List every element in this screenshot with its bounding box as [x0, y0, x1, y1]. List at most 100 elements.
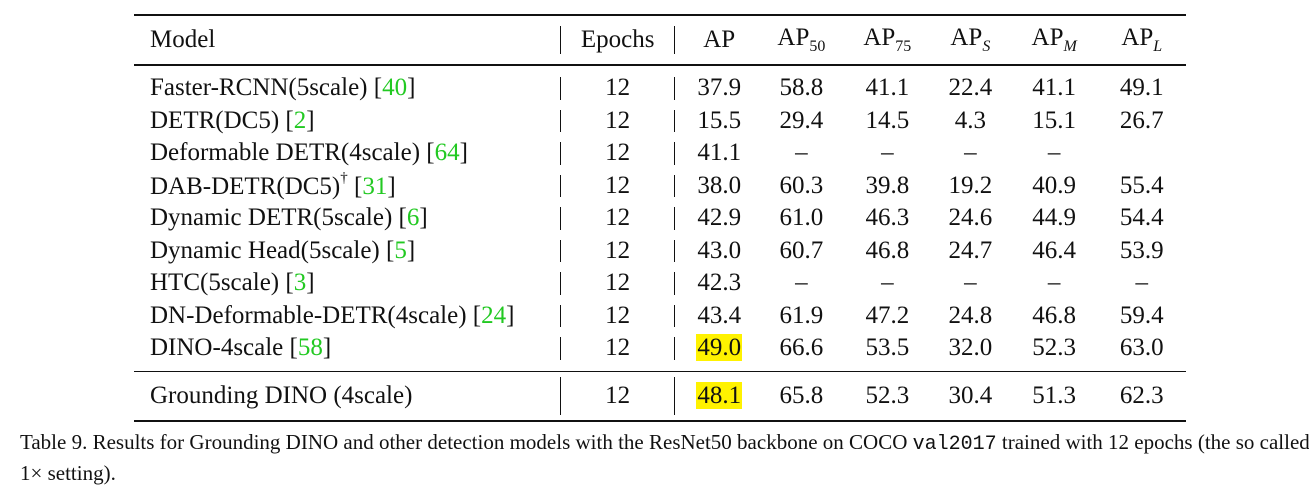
column-separator	[669, 332, 680, 365]
apm-cell: 41.1	[1032, 74, 1077, 102]
model-name: Dynamic Head(5scale)	[150, 236, 380, 264]
model-name: DINO-4scale	[150, 334, 284, 362]
epochs-cell: 12	[605, 139, 631, 167]
model-name: Deformable DETR(4scale)	[150, 139, 421, 167]
apl-cell	[1098, 137, 1187, 170]
model-name-cell: HTC(5scale) [3]	[150, 269, 315, 297]
model-name: Dynamic DETR(5scale)	[150, 204, 393, 232]
citation-link[interactable]: 3	[293, 269, 307, 297]
spacer-cell	[1011, 65, 1098, 72]
spacer-row	[134, 65, 1186, 72]
table-header-row: Model Epochs AP AP50 AP75 APS APM APL	[134, 15, 1186, 65]
citation-link[interactable]: 31	[362, 173, 388, 201]
ap75-cell: 47.2	[865, 301, 910, 329]
ap75-cell: 52.3	[865, 381, 910, 409]
model-name: DN-Deformable-DETR(4scale)	[150, 301, 467, 329]
apm-cell: 46.8	[1032, 301, 1077, 329]
apm-cell: 51.3	[1032, 381, 1077, 409]
table-row: DINO-4scale [58] 12 49.0 66.6 53.5 32.0 52.3 63…	[134, 332, 1186, 365]
column-separator	[669, 15, 680, 65]
model-name-cell: Dynamic Head(5scale) [5]	[150, 236, 416, 264]
model-name: Faster-RCNN(5scale)	[150, 74, 368, 102]
citation-link[interactable]: 6	[406, 204, 420, 232]
apm-cell: 44.9	[1032, 204, 1077, 232]
spacer-cell	[566, 65, 670, 72]
header-ap: AP	[703, 26, 736, 53]
ap75-cell: 46.3	[865, 204, 910, 232]
citation-link[interactable]: 2	[293, 106, 307, 134]
epochs-cell: 12	[605, 236, 631, 264]
model-name: Grounding DINO (4scale)	[150, 381, 413, 409]
apm-cell: 46.4	[1032, 236, 1077, 264]
spacer-cell	[681, 65, 758, 72]
ap-cell: 41.1	[697, 139, 742, 167]
caption-code: val2017	[912, 433, 997, 456]
header-ap50: AP50	[777, 24, 826, 55]
citation-link[interactable]: 24	[481, 301, 507, 329]
epochs-cell: 12	[605, 106, 631, 134]
citation-link[interactable]: 5	[394, 236, 407, 264]
header-apl: APL	[1121, 24, 1163, 55]
table-row: Dynamic DETR(5scale) [6] 12 42.9 61.0 46.3 24…	[134, 202, 1186, 235]
column-separator	[669, 72, 680, 105]
model-name: DETR(DC5)	[150, 106, 280, 134]
citation-link[interactable]: 58	[297, 334, 323, 362]
model-name-cell: Grounding DINO (4scale)	[134, 371, 555, 421]
ap50-cell: 60.3	[779, 171, 824, 199]
column-separator	[555, 15, 566, 65]
ap-cell: 48.1	[681, 371, 758, 421]
spacer-cell	[930, 65, 1011, 72]
ap50-cell: 61.0	[779, 204, 824, 232]
ap50-cell: –	[795, 269, 808, 297]
ap75-cell: 46.8	[865, 236, 910, 264]
table-row: DETR(DC5) [2] 12 15.5 29.4 14.5 4.3 15.1 26.7	[134, 105, 1186, 138]
aps-cell: –	[964, 139, 977, 167]
table-row: Deformable DETR(4scale) [64] 12 41.1 – – – –	[134, 137, 1186, 170]
column-separator	[669, 202, 680, 235]
header-epochs: Epochs	[580, 26, 655, 53]
apl-cell: 63.0	[1119, 334, 1164, 362]
aps-cell: –	[964, 269, 977, 297]
apl-cell: 53.9	[1119, 236, 1164, 264]
column-separator	[555, 235, 566, 268]
epochs-cell: 12	[605, 204, 631, 232]
column-separator	[669, 170, 680, 203]
results-table-container: Model Epochs AP AP50 AP75 APS APM APL Fa…	[134, 14, 1186, 422]
ap50-cell: 29.4	[779, 106, 824, 134]
footnote-dagger: †	[340, 170, 348, 187]
table-row: Faster-RCNN(5scale) [40] 12 37.9 58.8 41.1 22…	[134, 72, 1186, 105]
apl-cell: 26.7	[1119, 106, 1164, 134]
column-separator	[555, 202, 566, 235]
column-separator	[669, 267, 680, 300]
apl-cell: 55.4	[1119, 171, 1164, 199]
header-ap75: AP75	[863, 24, 912, 55]
ap-cell: 49.0	[681, 332, 758, 365]
column-separator	[669, 235, 680, 268]
ap-cell: 15.5	[697, 106, 742, 134]
citation-link[interactable]: 64	[434, 139, 460, 167]
column-separator	[555, 371, 566, 421]
ap75-cell: 41.1	[865, 74, 910, 102]
spacer-cell	[758, 65, 845, 72]
aps-cell: 19.2	[948, 171, 993, 199]
epochs-cell: 12	[605, 269, 631, 297]
caption-text-end: trained with 12 epochs (the so called 1×…	[20, 430, 1309, 485]
spacer-cell	[134, 65, 555, 72]
model-name-cell: DETR(DC5) [2]	[150, 106, 315, 134]
apl-cell: 49.1	[1119, 74, 1164, 102]
ap75-cell: –	[881, 139, 894, 167]
table-row: DN-Deformable-DETR(4scale) [24] 12 43.4 61.…	[134, 300, 1186, 333]
apl-cell: 54.4	[1119, 204, 1164, 232]
column-separator	[555, 332, 566, 365]
aps-cell: 4.3	[954, 106, 986, 134]
model-name: DAB-DETR(DC5)	[150, 173, 341, 201]
apl-cell: –	[1135, 269, 1149, 297]
ap75-cell: 53.5	[865, 334, 910, 362]
table-row: Dynamic Head(5scale) [5] 12 43.0 60.7 46.8 24…	[134, 235, 1186, 268]
apl-cell: 59.4	[1119, 301, 1164, 329]
ap50-cell: 60.7	[779, 236, 824, 264]
column-separator	[669, 371, 680, 421]
ap50-cell: –	[795, 139, 808, 167]
citation-link[interactable]: 40	[382, 74, 408, 102]
aps-cell: 24.6	[948, 204, 993, 232]
